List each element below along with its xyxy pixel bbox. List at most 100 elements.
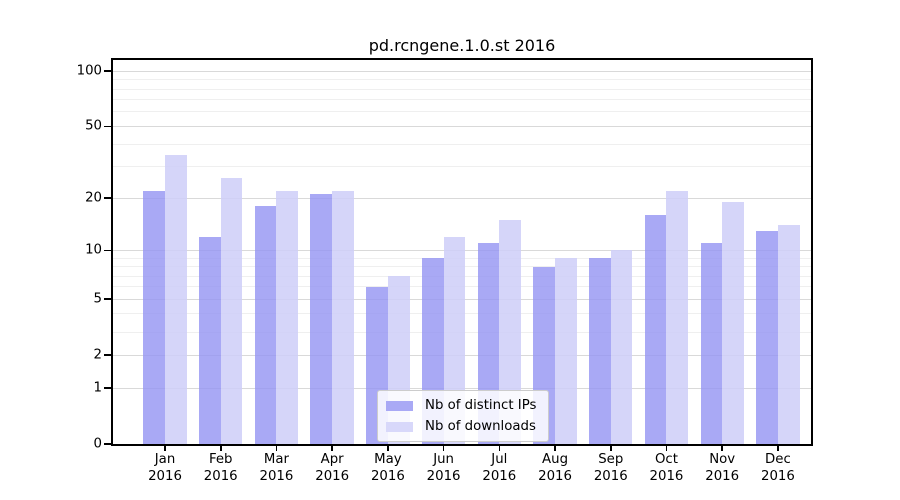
x-axis-tick	[275, 446, 278, 451]
y-axis-tick-label: 0	[93, 436, 102, 452]
month-label: Sep	[598, 452, 624, 467]
legend-swatch-downloads	[386, 421, 413, 432]
y-axis-tick-label: 1	[93, 380, 102, 396]
gridline-minor	[113, 99, 811, 101]
year-label: 2016	[148, 469, 182, 484]
gridline-minor	[113, 88, 811, 90]
gridline-minor	[113, 143, 811, 145]
bar-distinct-ips-mar	[254, 206, 277, 444]
x-axis-tick	[554, 446, 556, 451]
gridline-minor	[113, 166, 811, 168]
x-axis-tick-label-dec: Dec 2016	[747, 451, 809, 485]
gridline-major	[113, 197, 811, 199]
legend: Nb of distinct IPs Nb of downloads	[377, 390, 550, 442]
x-axis-tick-label-oct: Oct 2016	[635, 451, 697, 485]
month-label: Nov	[709, 452, 736, 467]
year-label: 2016	[259, 469, 294, 484]
x-axis-tick	[387, 446, 389, 451]
x-axis-tick-label-jul: Jul 2016	[468, 451, 530, 485]
year-label: 2016	[315, 469, 350, 484]
x-axis-tick	[164, 446, 166, 451]
y-axis-tick-label: 50	[85, 118, 102, 134]
bar-downloads-oct	[666, 190, 689, 444]
x-axis-tick-label-feb: Feb 2016	[190, 451, 252, 485]
month-label: Apr	[320, 452, 344, 467]
x-axis-tick	[609, 446, 612, 451]
year-label: 2016	[705, 469, 740, 484]
month-label: Mar	[263, 452, 289, 467]
year-label: 2016	[760, 469, 795, 484]
y-axis-tick	[104, 354, 111, 357]
x-axis-tick-label-may: May 2016	[357, 451, 419, 485]
x-axis-tick	[777, 446, 779, 451]
legend-swatch-distinct-ips	[386, 400, 413, 411]
bar-distinct-ips-apr	[310, 194, 333, 444]
gridline-minor	[113, 79, 811, 81]
y-axis-tick	[104, 197, 111, 199]
y-axis-tick	[104, 298, 111, 301]
y-axis-tick	[104, 125, 111, 128]
year-label: 2016	[649, 469, 684, 484]
bar-downloads-sep	[610, 250, 633, 444]
month-label: Dec	[765, 452, 791, 467]
y-axis-tick	[104, 387, 111, 389]
x-axis-tick-label-jan: Jan 2016	[134, 451, 196, 485]
x-axis-tick-label-apr: Apr 2016	[301, 451, 363, 485]
y-axis-tick-label: 100	[76, 63, 102, 79]
month-label: Feb	[208, 452, 233, 467]
month-label: Jan	[154, 452, 176, 467]
bar-downloads-aug	[555, 258, 577, 444]
month-label: Aug	[542, 452, 569, 467]
legend-label-distinct-ips: Nb of distinct IPs	[425, 398, 537, 413]
x-axis-tick-label-sep: Sep 2016	[580, 451, 642, 485]
x-axis-tick	[442, 446, 445, 451]
x-axis-tick-label-aug: Aug 2016	[524, 451, 586, 485]
plot-area	[111, 58, 813, 446]
month-label: Jul	[491, 452, 508, 467]
x-axis-tick	[331, 446, 333, 451]
x-axis-tick-label-jun: Jun 2016	[413, 451, 475, 485]
year-label: 2016	[482, 469, 517, 484]
bar-downloads-jul	[499, 220, 521, 444]
y-axis-tick	[104, 249, 111, 252]
bar-downloads-jan	[165, 154, 187, 444]
legend-item-downloads: Nb of downloads	[386, 418, 536, 435]
month-label: Oct	[654, 452, 678, 467]
y-axis-tick	[104, 443, 111, 445]
y-axis-tick-label: 20	[85, 190, 102, 206]
gridline-minor	[113, 111, 811, 113]
bar-distinct-ips-oct	[644, 215, 667, 444]
year-label: 2016	[370, 469, 405, 484]
bar-distinct-ips-nov	[700, 243, 723, 444]
y-axis-tick-label: 5	[93, 291, 102, 307]
legend-label-downloads: Nb of downloads	[425, 419, 536, 434]
bar-downloads-apr	[332, 190, 354, 444]
bar-distinct-ips-jan	[143, 190, 165, 444]
year-label: 2016	[538, 469, 572, 484]
y-axis-tick-label: 2	[93, 347, 102, 363]
bar-downloads-nov	[722, 202, 744, 444]
year-label: 2016	[203, 469, 238, 484]
x-axis-tick-label-mar: Mar 2016	[245, 451, 307, 485]
gridline-major	[113, 70, 811, 72]
bar-downloads-feb	[220, 177, 243, 444]
year-label: 2016	[426, 469, 461, 484]
x-axis-tick	[219, 446, 222, 451]
bar-distinct-ips-sep	[589, 258, 611, 444]
bar-distinct-ips-feb	[199, 236, 221, 444]
bar-downloads-dec	[777, 225, 800, 444]
bar-distinct-ips-dec	[756, 230, 778, 444]
x-axis-tick	[498, 446, 501, 451]
x-axis-tick	[665, 446, 668, 451]
y-axis-tick	[104, 70, 111, 72]
month-label: May	[374, 452, 402, 467]
month-label: Jun	[433, 452, 454, 467]
x-axis-tick-label-nov: Nov 2016	[691, 451, 753, 485]
year-label: 2016	[593, 469, 628, 484]
chart-title: pd.rcngene.1.0.st 2016	[368, 36, 556, 55]
legend-item-distinct-ips: Nb of distinct IPs	[386, 397, 536, 414]
x-axis-tick	[721, 446, 723, 451]
bar-downloads-mar	[276, 190, 299, 444]
gridline-major	[113, 125, 811, 127]
